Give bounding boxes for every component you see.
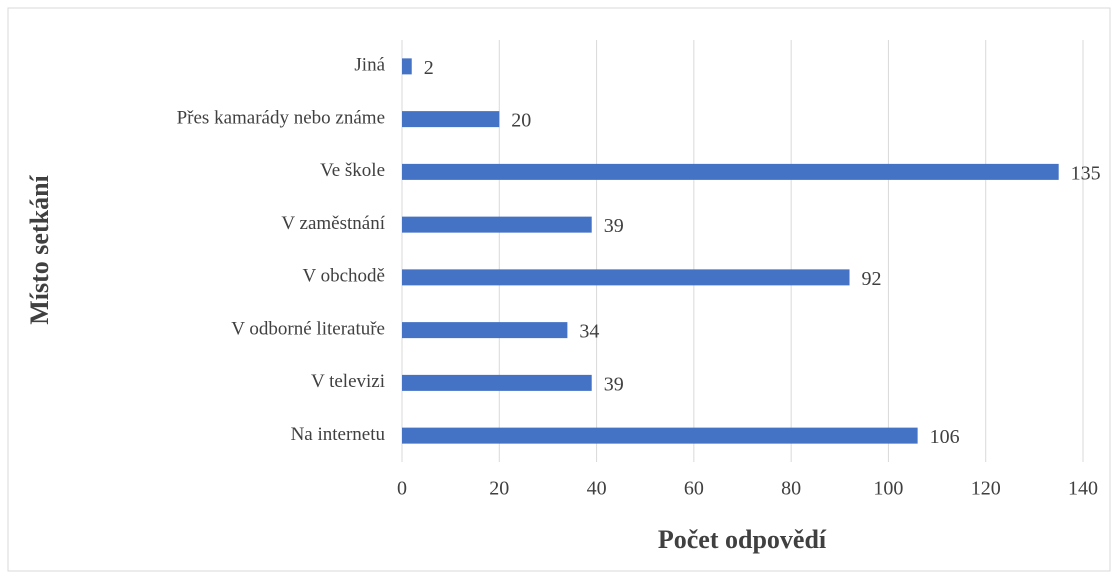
x-tick-label: 120	[971, 478, 1001, 500]
data-label: 92	[862, 268, 882, 290]
data-label: 39	[604, 215, 624, 237]
bar	[402, 111, 500, 128]
y-axis-title: Místo setkání	[25, 174, 54, 324]
bar	[402, 163, 1059, 180]
y-tick-label: Přes kamarády nebo známe	[177, 107, 385, 128]
bar	[402, 322, 568, 339]
bar	[402, 374, 592, 391]
data-label: 39	[604, 373, 624, 395]
y-tick-label: V odborné literatuře	[231, 318, 385, 339]
x-tick-label: 100	[873, 478, 903, 500]
y-tick-label: V televizi	[311, 371, 385, 392]
y-tick-label: Ve škole	[320, 160, 385, 181]
y-tick-label: Na internetu	[291, 424, 386, 445]
y-tick-label: V zaměstnání	[281, 213, 385, 234]
x-tick-label: 140	[1068, 478, 1098, 500]
chart-frame	[7, 7, 1111, 572]
bar	[402, 269, 850, 286]
data-label: 20	[511, 110, 531, 132]
y-tick-label: V obchodě	[303, 266, 386, 287]
x-tick-label: 40	[587, 478, 607, 500]
y-tick-label: Jiná	[354, 55, 385, 76]
x-tick-label: 60	[684, 478, 704, 500]
data-label: 135	[1071, 162, 1101, 184]
data-label: 34	[579, 321, 599, 343]
x-axis-title: Počet odpovědí	[658, 525, 827, 554]
bar	[402, 427, 918, 444]
bar	[402, 58, 412, 75]
x-tick-label: 80	[781, 478, 801, 500]
bar	[402, 216, 592, 233]
x-tick-label: 20	[489, 478, 509, 500]
data-label: 2	[424, 57, 434, 79]
data-label: 106	[930, 426, 960, 448]
x-tick-label: 0	[397, 478, 407, 500]
